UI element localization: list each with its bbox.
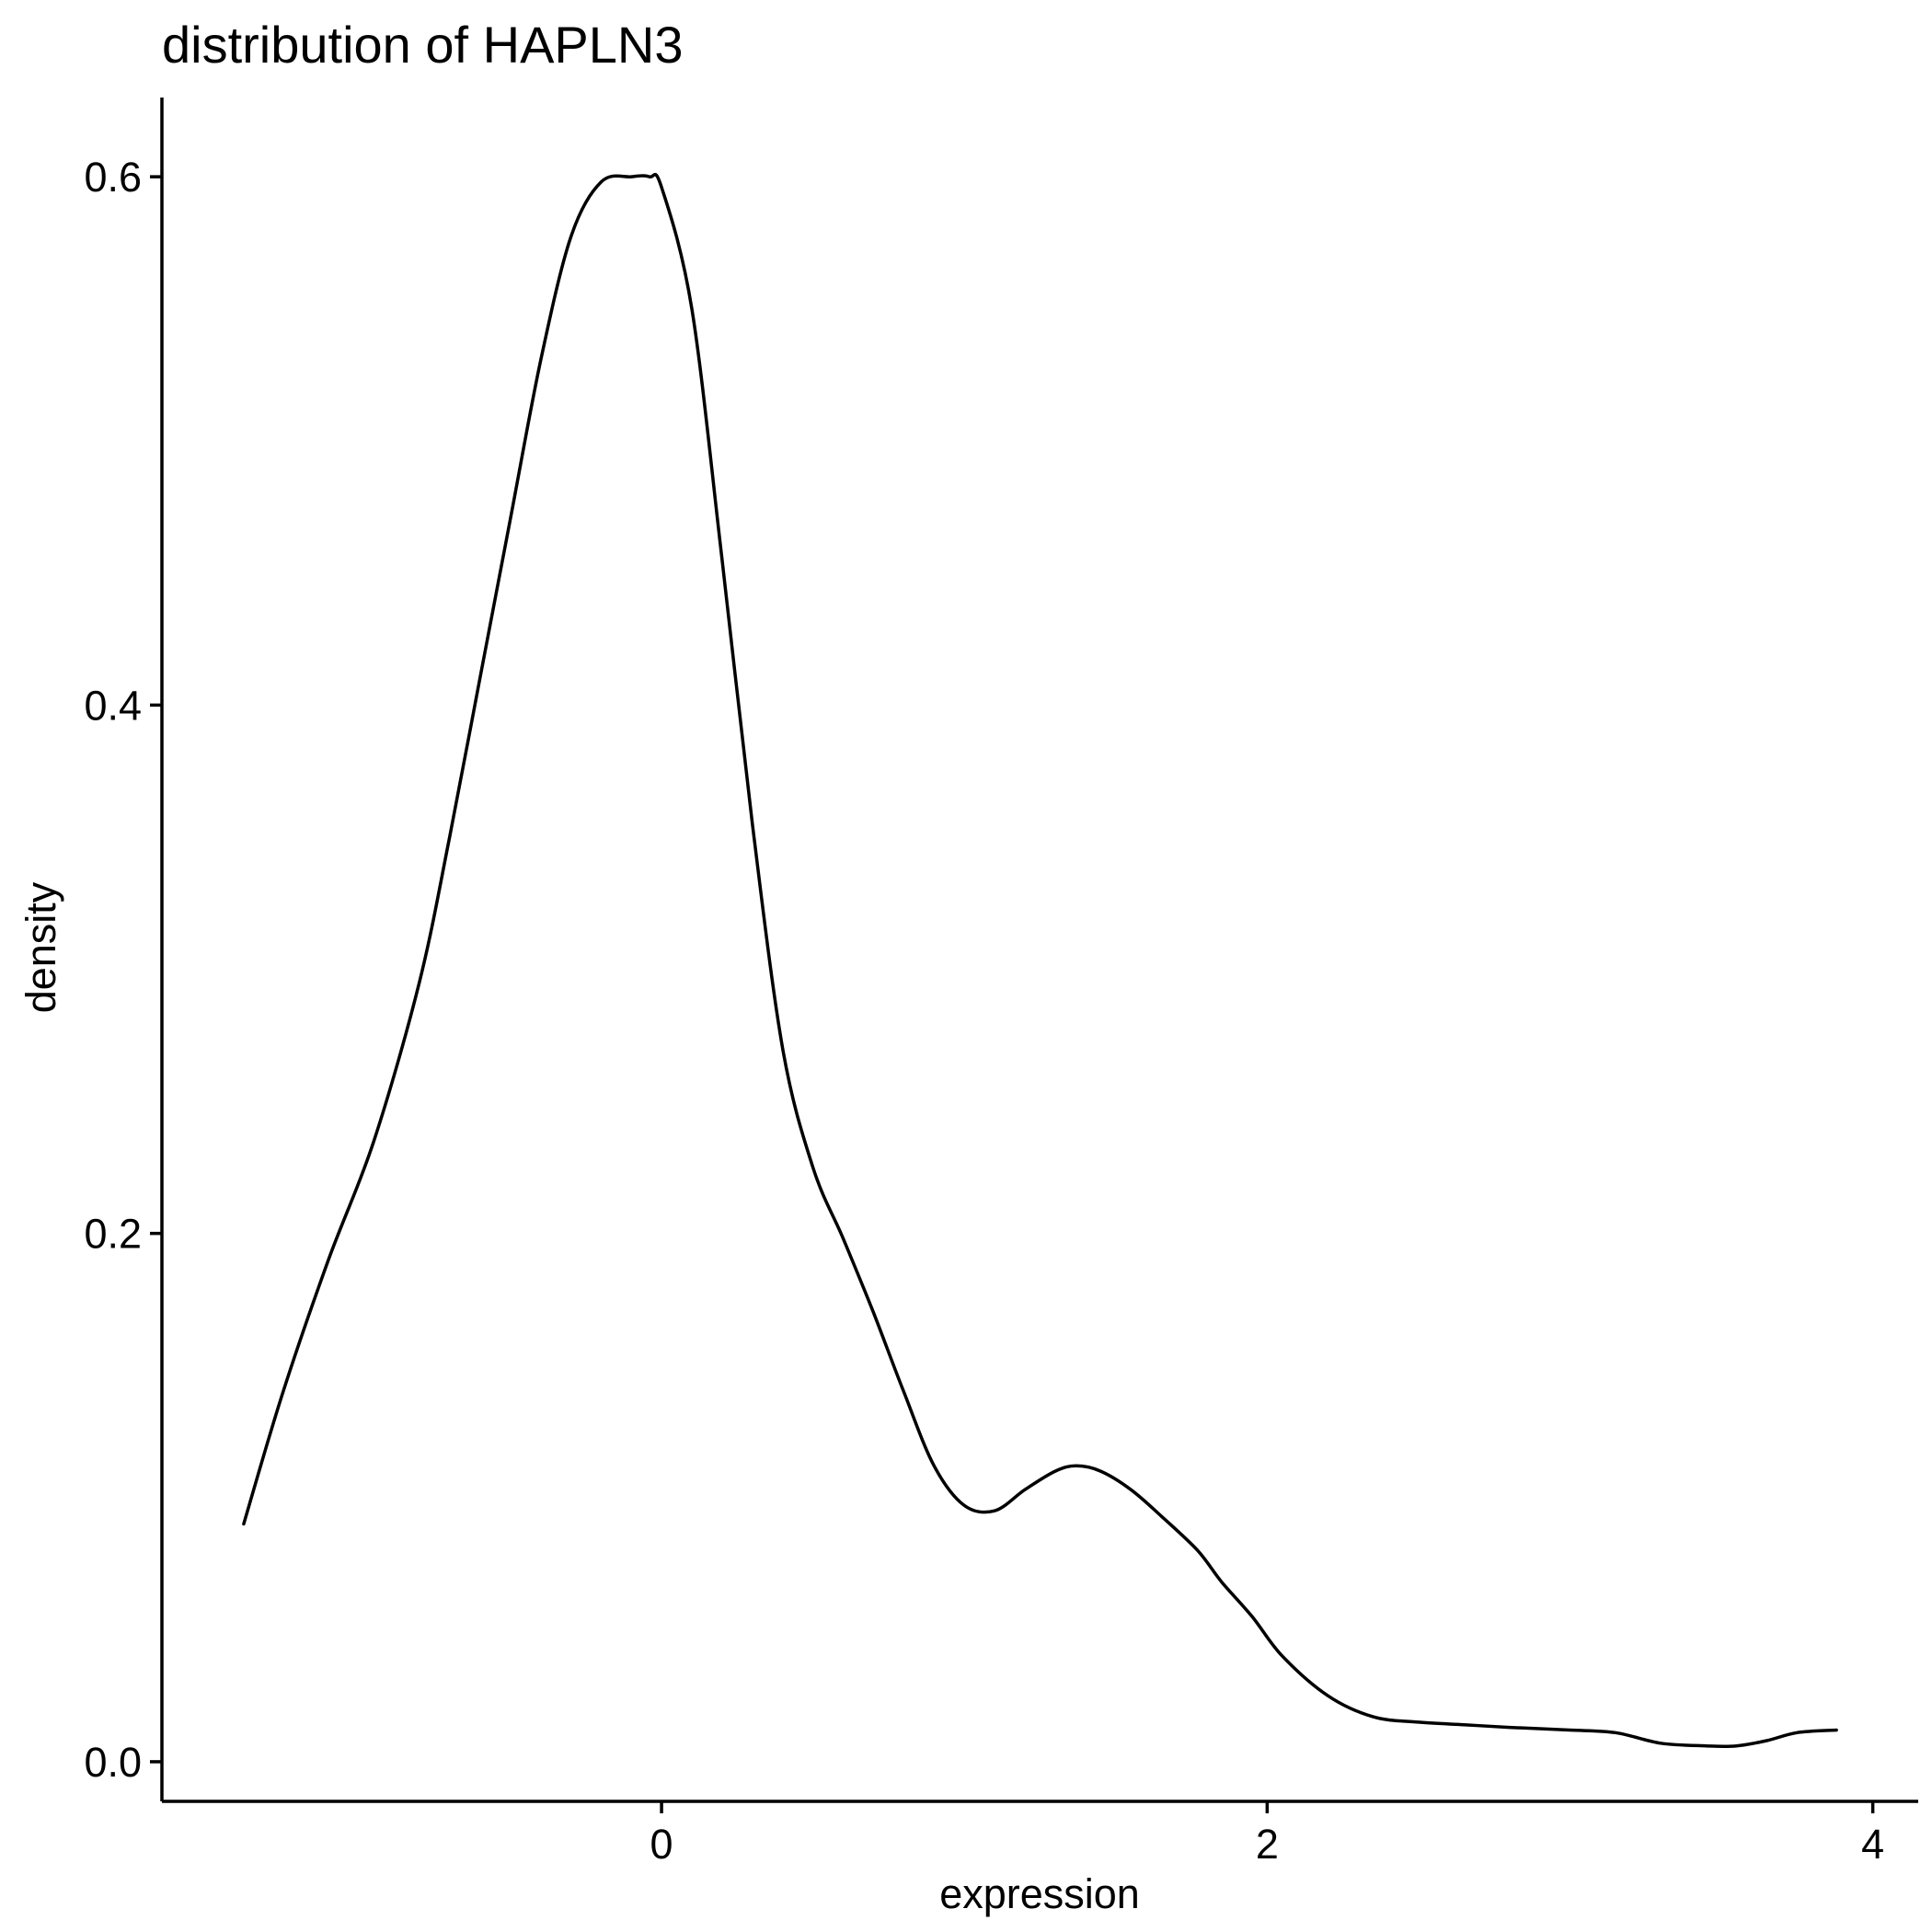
x-axis-label: expression xyxy=(939,1870,1140,1917)
y-tick-label: 0.4 xyxy=(84,682,142,729)
density-curve xyxy=(242,172,1838,1749)
y-tick-label: 0.2 xyxy=(84,1211,142,1258)
y-tick-label: 0.6 xyxy=(84,154,142,201)
chart-title: distribution of HAPLN3 xyxy=(162,16,684,74)
y-tick-label: 0.0 xyxy=(84,1739,142,1786)
x-axis-ticks: 0 2 4 xyxy=(650,1801,1884,1868)
x-tick-label: 0 xyxy=(650,1821,673,1868)
x-tick-label: 4 xyxy=(1861,1821,1884,1868)
y-axis-ticks: 0.0 0.2 0.4 0.6 xyxy=(84,154,162,1786)
x-tick-label: 2 xyxy=(1256,1821,1279,1868)
y-axis-label: density xyxy=(17,881,64,1013)
